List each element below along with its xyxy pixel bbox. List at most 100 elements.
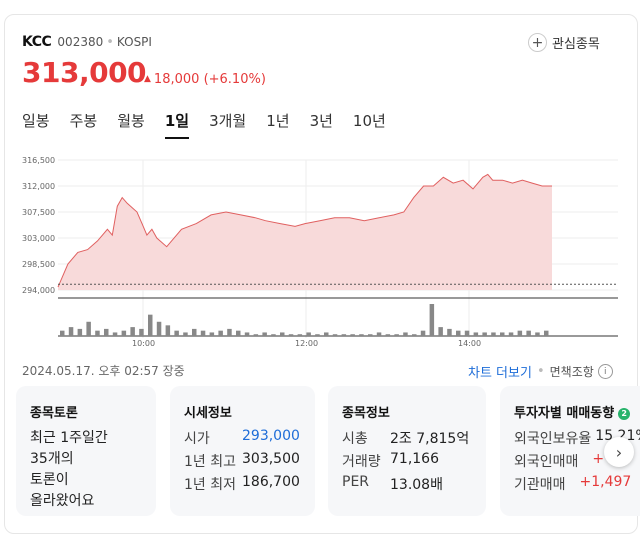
volume-bar [227, 328, 232, 336]
volume-bar [183, 332, 188, 336]
investor-institution-value: +1,497 [579, 474, 632, 490]
volume-bar [429, 304, 435, 336]
volume-bar [412, 334, 417, 336]
volume-bar [332, 334, 338, 336]
volume-bar [403, 332, 408, 336]
stock-info-panel[interactable]: 종목정보 시총 2조 7,815억 거래량 71,166 PER 13.08배 [328, 386, 486, 516]
discussion-panel[interactable]: 종목토론 최근 1주일간 35개의 토론이 올라왔어요 [16, 386, 156, 516]
volume-bar [236, 330, 241, 336]
volume-bar [368, 334, 373, 336]
volume-bar [359, 334, 364, 336]
y-tick-label: 298,500 [22, 260, 55, 269]
quote-title: 시세정보 [184, 406, 232, 421]
investor-label: 외국인매매 [514, 454, 579, 470]
quote-low-value: 186,700 [242, 474, 300, 490]
volume-bar [104, 328, 109, 336]
price-chart[interactable]: 316,500 312,000 307,500 303,000 298,500 294,0… [0, 150, 640, 350]
info-per-value: 13.08배 [390, 477, 443, 493]
info-row-marketcap: 시총 [342, 428, 368, 448]
volume-bar [438, 327, 443, 336]
timestamp: 2024.05.17. 오후 02:57 장중 [22, 364, 185, 378]
volume-bar [456, 330, 461, 336]
volume-bar [324, 332, 329, 336]
info-title: 종목정보 [342, 406, 390, 421]
tab-1day[interactable]: 1일 [164, 110, 190, 139]
volume-bar [508, 332, 514, 336]
volume-bar [174, 330, 179, 336]
tab-3years[interactable]: 3년 [309, 112, 333, 130]
chart-tools: 차트 더보기 • 면책조항 i [468, 362, 613, 381]
volume-bar [526, 330, 531, 336]
volume-bar [464, 330, 470, 336]
volume-bar [297, 334, 303, 336]
volume-bar [482, 332, 487, 336]
period-tabs: 일봉 주봉 월봉 1일 3개월 1년 3년 10년 [22, 110, 406, 139]
volume-bar [60, 330, 65, 336]
discussion-line: 최근 1주일간 [30, 430, 108, 446]
investor-title: 투자자별 매매동향 2 [514, 402, 631, 421]
discussion-body: 최근 1주일간 35개의 토론이 올라왔어요 [30, 428, 108, 512]
volume-bar [95, 330, 100, 336]
info-icon[interactable]: i [597, 364, 613, 379]
volume-bar [112, 332, 118, 336]
volume-bar [288, 334, 294, 336]
info-marketcap-value: 2조 7,815억 [390, 431, 470, 447]
plus-icon: + [528, 33, 547, 52]
volume-bar [350, 334, 355, 336]
volume-bar [165, 325, 171, 336]
investor-label: 외국인보유율 [514, 431, 592, 447]
quote-panel[interactable]: 시세정보 시가 293,000 1년 최고 303,500 1년 최저 186,… [170, 386, 315, 516]
discussion-line: 토론이 [30, 472, 69, 488]
info-label: PER [342, 474, 370, 490]
quote-row-low: 1년 최저 [184, 474, 236, 494]
volume-bar [280, 332, 285, 336]
volume-bar [306, 332, 311, 336]
volume-bar [253, 334, 259, 336]
volume-bar [130, 327, 135, 336]
investor-row-institution: 기관매매 +1,497 [514, 474, 631, 494]
volume-bar [447, 328, 452, 336]
volume-bar [218, 330, 223, 336]
info-label: 시총 [342, 431, 368, 447]
volume-bar [473, 332, 479, 336]
volume-bar [244, 332, 250, 336]
quote-open-value: 293,000 [242, 428, 300, 444]
tab-10years[interactable]: 10년 [352, 112, 386, 130]
quote-label: 시가 [184, 431, 210, 447]
quote-row-high: 1년 최고 [184, 451, 236, 471]
tab-1year[interactable]: 1년 [266, 112, 290, 130]
volume-bar [315, 334, 320, 336]
volume-bar [148, 314, 153, 336]
count-badge: 2 [618, 408, 631, 420]
stock-header: KCC 002380 • KOSPI [22, 34, 152, 50]
investor-row-foreign-trade: 외국인매매 + [514, 451, 604, 471]
chart-more-link[interactable]: 차트 더보기 [468, 366, 532, 381]
disclaimer-link[interactable]: 면책조항 [549, 365, 594, 379]
volume-bar [139, 328, 144, 336]
volume-bar [271, 334, 276, 336]
tab-monthly[interactable]: 월봉 [117, 112, 145, 130]
volume-bar [420, 330, 426, 336]
volume-bar [376, 332, 382, 336]
discussion-line: 올라왔어요 [30, 493, 95, 509]
tab-daily[interactable]: 일봉 [22, 112, 50, 130]
tab-weekly[interactable]: 주봉 [69, 112, 98, 130]
market-name: KOSPI [116, 35, 152, 49]
volume-bar [500, 332, 505, 336]
stock-name[interactable]: KCC [22, 34, 52, 50]
volume-bar [209, 332, 215, 336]
info-label: 거래량 [342, 454, 381, 470]
chevron-right-icon[interactable]: › [604, 437, 634, 467]
y-tick-label: 312,000 [22, 182, 55, 191]
discussion-title: 종목토론 [30, 406, 78, 421]
volume-bar [200, 330, 206, 336]
volume-bar [68, 327, 74, 336]
volume-bar [86, 321, 91, 336]
tab-3months[interactable]: 3개월 [209, 112, 247, 130]
volume-bar [121, 330, 127, 336]
info-volume-value: 71,166 [390, 451, 439, 467]
x-tick-label: 12:00 [295, 339, 318, 348]
current-price: 313,000 [22, 56, 147, 89]
watchlist-button[interactable]: + 관심종목 [528, 33, 600, 52]
investor-title-text: 투자자별 매매동향 [514, 406, 615, 421]
